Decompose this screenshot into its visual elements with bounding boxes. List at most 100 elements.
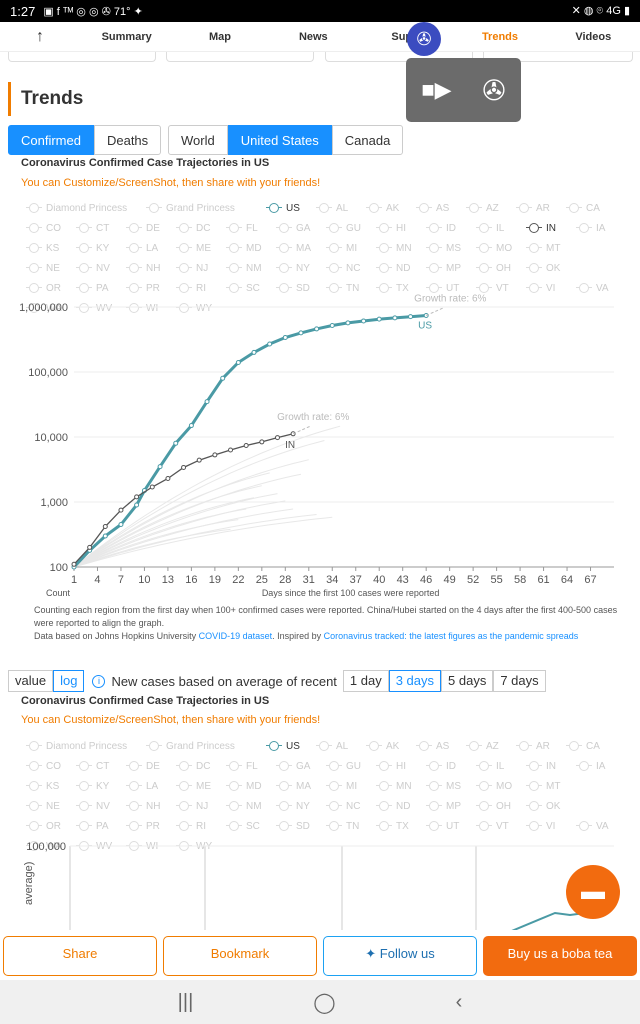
home-icon[interactable]: ◯ [313,991,336,1014]
legend-item-gu[interactable]: GU [326,756,376,776]
legend-item-nd[interactable]: ND [376,258,426,278]
legend-item-co[interactable]: CO [26,218,76,238]
recent-apps-icon[interactable]: ||| [177,990,194,1013]
legend-item-pa[interactable]: PA [76,278,126,298]
legend-item-tn[interactable]: TN [326,816,376,836]
share-button[interactable]: Share [3,936,157,976]
legend-item-diamond-princess[interactable]: Diamond Princess [26,198,146,218]
legend-item-nj[interactable]: NJ [176,258,226,278]
legend-item-tn[interactable]: TN [326,278,376,298]
bookmark-button[interactable]: Bookmark [163,936,317,976]
legend-item-mn[interactable]: MN [376,776,426,796]
range-1-day[interactable]: 1 day [342,670,389,692]
buy-boba-button[interactable]: Buy us a boba tea [483,936,637,976]
legend-item-ca[interactable]: CA [566,198,616,218]
tab-map[interactable]: Map [208,30,231,43]
legend-item-ar[interactable]: AR [516,736,566,756]
legend-item-az[interactable]: AZ [466,736,516,756]
tab-world[interactable]: World [168,125,228,155]
legend-item-sd[interactable]: SD [276,816,326,836]
legend-item-ct[interactable]: CT [76,218,126,238]
legend-item-dc[interactable]: DC [176,218,226,238]
legend-item-in[interactable]: IN [526,756,576,776]
legend-item-grand-princess[interactable]: Grand Princess [146,198,266,218]
legend-item-me[interactable]: ME [176,238,226,258]
legend-item-nm[interactable]: NM [226,796,276,816]
legend-item-nv[interactable]: NV [76,796,126,816]
legend-item-ok[interactable]: OK [526,796,576,816]
mode-log[interactable]: log [53,670,85,692]
legend-item-ky[interactable]: KY [76,776,126,796]
legend-item-as[interactable]: AS [416,198,466,218]
legend-item-md[interactable]: MD [226,238,276,258]
range-7-days[interactable]: 7 days [493,670,546,692]
legend-item-ny[interactable]: NY [276,796,326,816]
legend-item-ne[interactable]: NE [26,258,76,278]
legend-item-ks[interactable]: KS [26,776,76,796]
back-to-top-icon[interactable]: ↑ [36,27,44,45]
legend-item-ut[interactable]: UT [426,816,476,836]
legend-item-ar[interactable]: AR [516,198,566,218]
legend-item-pr[interactable]: PR [126,278,176,298]
legend-item-ms[interactable]: MS [426,238,476,258]
legend-item-mn[interactable]: MN [376,238,426,258]
legend-item-md[interactable]: MD [226,776,276,796]
legend-item-mp[interactable]: MP [426,258,476,278]
legend-item-ak[interactable]: AK [366,736,416,756]
legend-item-al[interactable]: AL [316,736,366,756]
legend-item-vi[interactable]: VI [526,816,576,836]
legend-item-ks[interactable]: KS [26,238,76,258]
legend-item-vt[interactable]: VT [476,816,526,836]
legend-item-nj[interactable]: NJ [176,796,226,816]
legend-item-va[interactable]: VA [576,816,626,836]
follow-us-button[interactable]: ✦ Follow us [323,936,477,976]
legend-item-il[interactable]: IL [476,756,526,776]
legend-item-il[interactable]: IL [476,218,526,238]
tab-news[interactable]: News [298,30,328,43]
legend-item-ri[interactable]: RI [176,278,226,298]
legend-item-ma[interactable]: MA [276,238,326,258]
legend-item-co[interactable]: CO [26,756,76,776]
legend-item-ny[interactable]: NY [276,258,326,278]
legend-item-ma[interactable]: MA [276,776,326,796]
legend-item-ia[interactable]: IA [576,756,626,776]
legend-item-ak[interactable]: AK [366,198,416,218]
legend-item-id[interactable]: ID [426,218,476,238]
legend-item-hi[interactable]: HI [376,756,426,776]
screenshot-shutter-icon[interactable]: ✇ [482,74,506,106]
legend-item-fl[interactable]: FL [226,756,276,776]
legend-item-de[interactable]: DE [126,756,176,776]
legend-item-grand-princess[interactable]: Grand Princess [146,736,266,756]
legend-item-mi[interactable]: MI [326,238,376,258]
tab-deaths[interactable]: Deaths [93,125,162,155]
legend-item-id[interactable]: ID [426,756,476,776]
legend-item-va[interactable]: VA [576,278,626,298]
info-icon[interactable]: i [92,674,106,688]
range-3-days[interactable]: 3 days [388,670,442,692]
legend-item-wi[interactable]: WI [126,836,176,856]
legend-item-ky[interactable]: KY [76,238,126,258]
range-5-days[interactable]: 5 days [441,670,494,692]
legend-item-mi[interactable]: MI [326,776,376,796]
legend-item-nv[interactable]: NV [76,258,126,278]
back-icon[interactable]: ‹ [455,990,463,1013]
legend-item-nh[interactable]: NH [126,796,176,816]
legend-item-fl[interactable]: FL [226,218,276,238]
legend-item-wa[interactable]: WA [26,836,76,856]
legend-item-vi[interactable]: VI [526,278,576,298]
legend-item-sd[interactable]: SD [276,278,326,298]
legend-item-ia[interactable]: IA [576,218,626,238]
video-camera-icon[interactable]: ■▶ [421,77,452,102]
tab-confirmed[interactable]: Confirmed [8,125,94,155]
tab-summary[interactable]: Summary [101,30,152,43]
inspired-link[interactable]: Coronavirus tracked: the latest figures … [323,631,579,641]
legend-item-nc[interactable]: NC [326,258,376,278]
legend-item-hi[interactable]: HI [376,218,426,238]
legend-item-diamond-princess[interactable]: Diamond Princess [26,736,146,756]
legend-item-ri[interactable]: RI [176,816,226,836]
legend-item-az[interactable]: AZ [466,198,516,218]
legend-item-pa[interactable]: PA [76,816,126,836]
legend-item-or[interactable]: OR [26,816,76,836]
legend-item-oh[interactable]: OH [476,796,526,816]
legend-item-nh[interactable]: NH [126,258,176,278]
